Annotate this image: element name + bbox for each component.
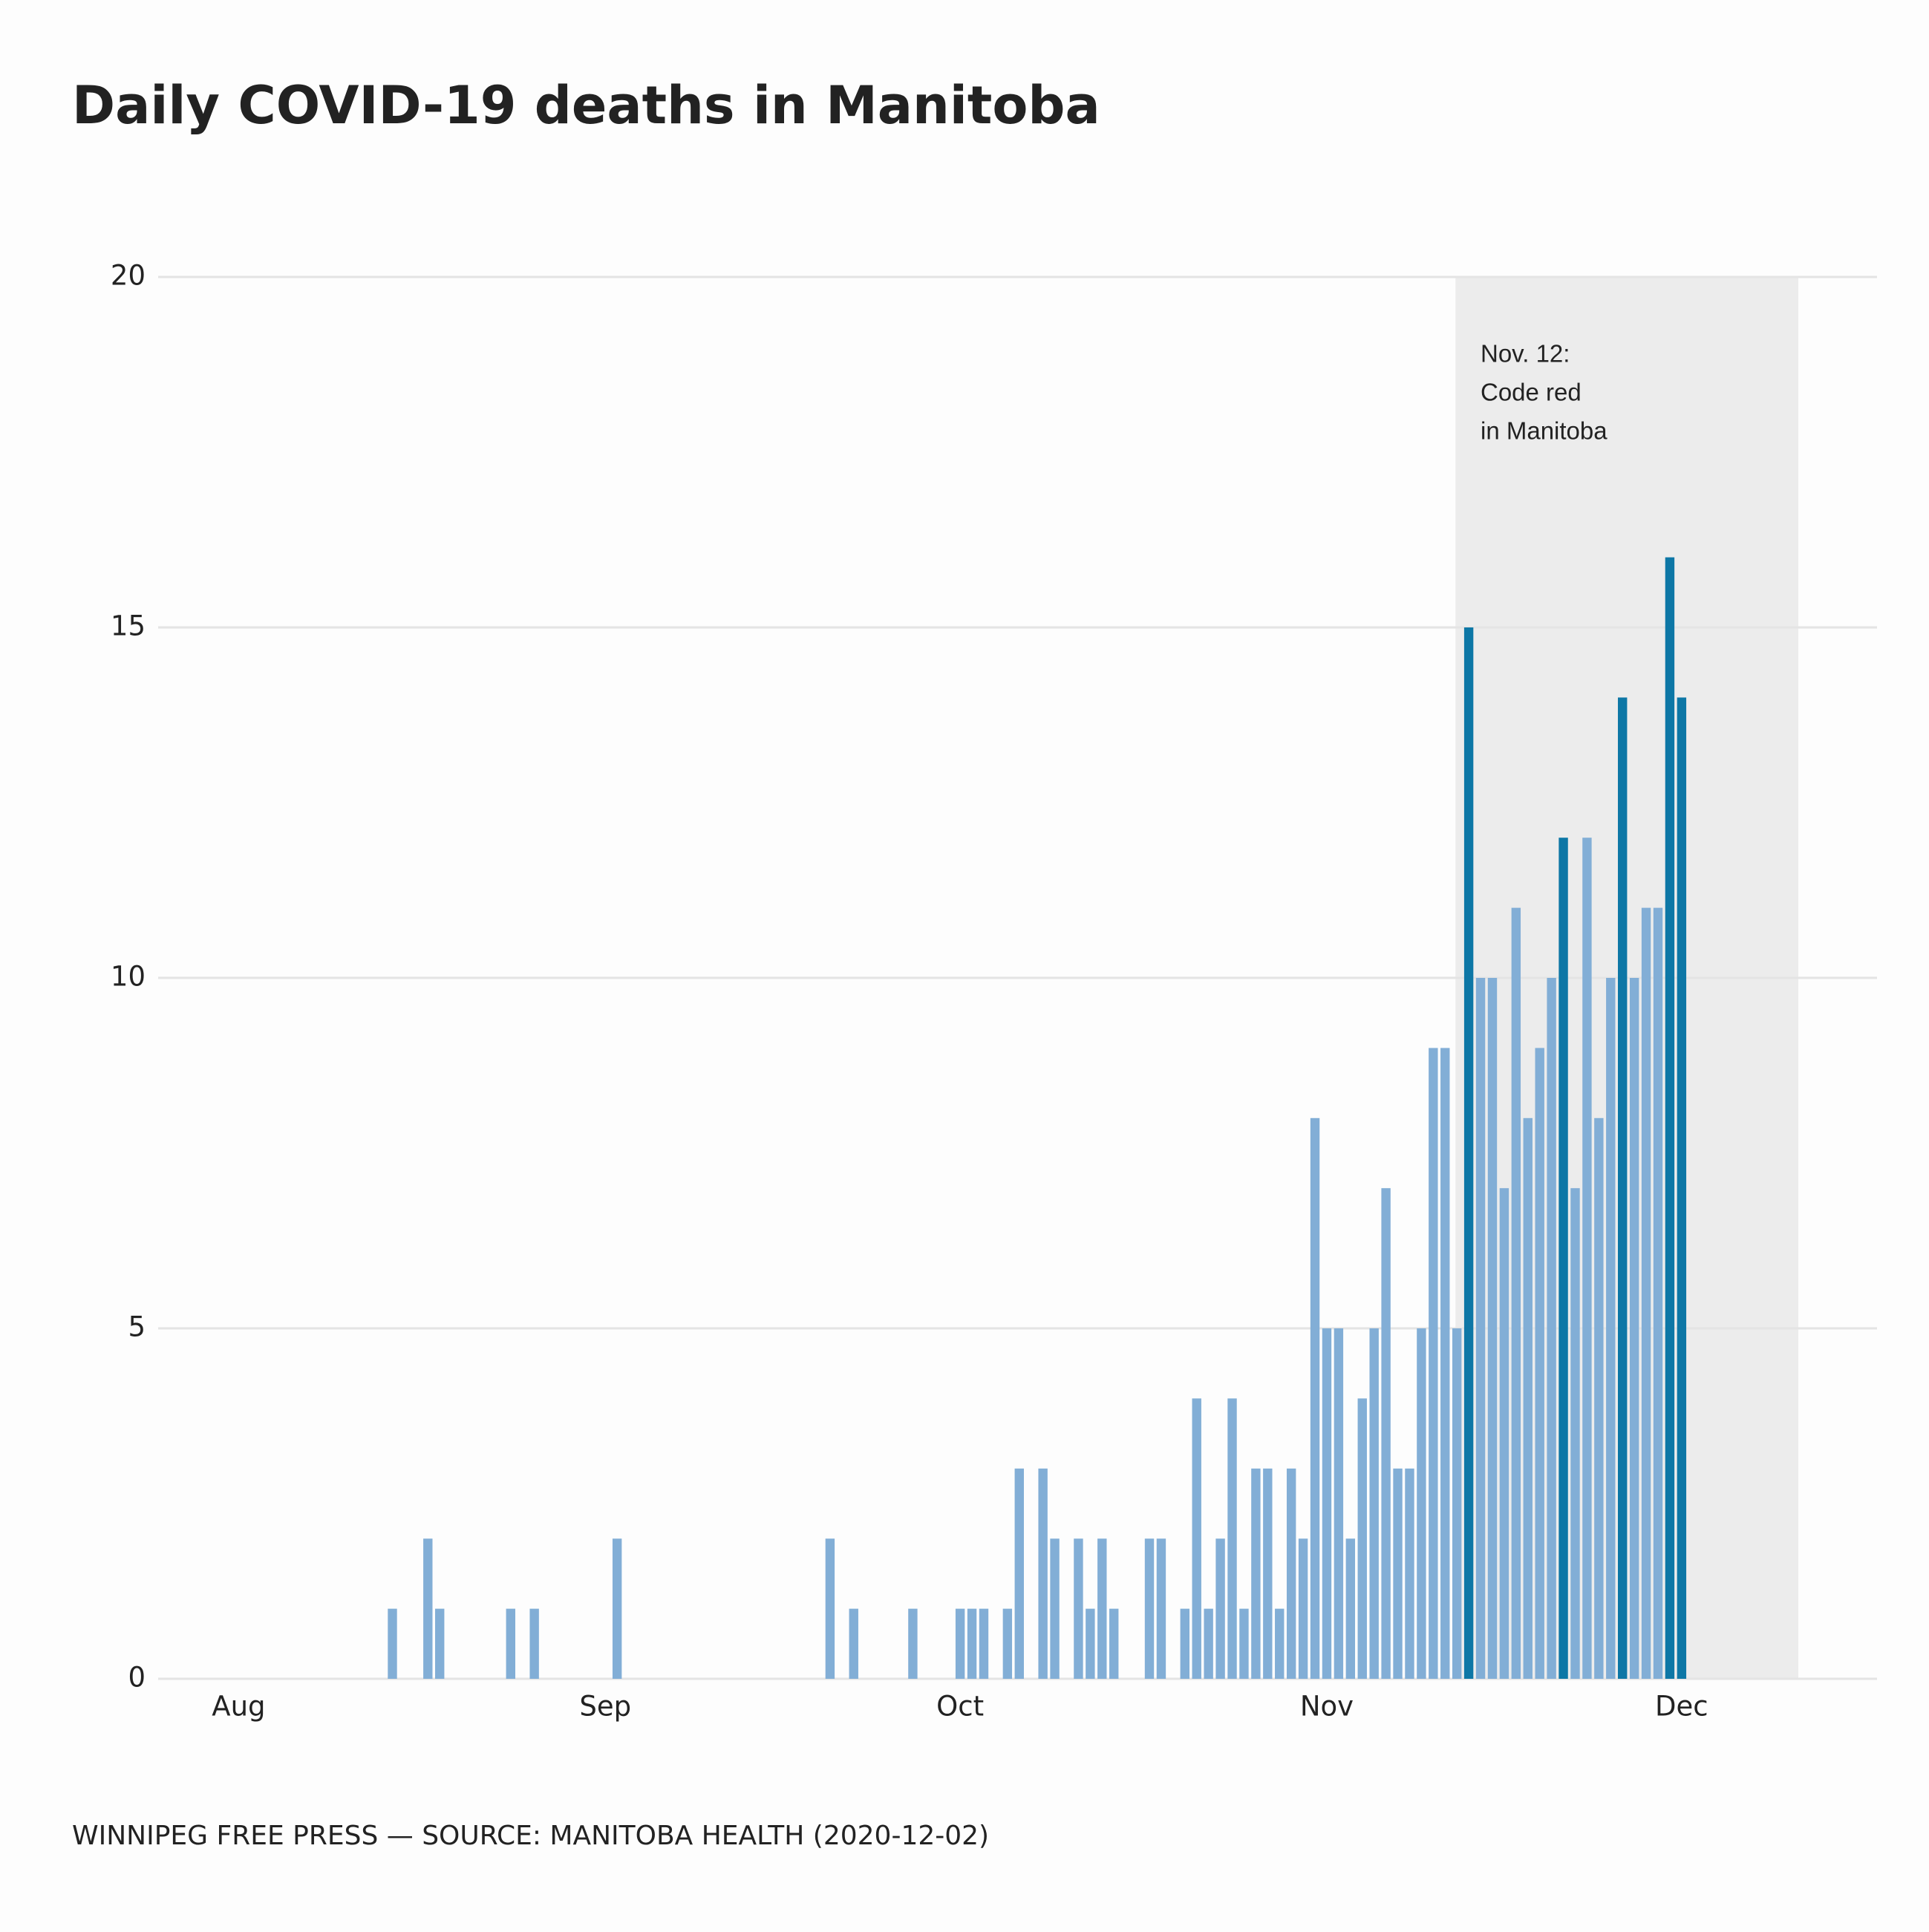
- bar: [1429, 1048, 1438, 1679]
- bar: [1499, 1188, 1509, 1679]
- source-note: WINNIPEG FREE PRESS — SOURCE: MANITOBA H…: [72, 1821, 989, 1851]
- bar: [1618, 697, 1628, 1679]
- bar: [1204, 1608, 1213, 1679]
- bar: [1487, 978, 1498, 1679]
- bar: [1227, 1398, 1237, 1679]
- bar: [1345, 1538, 1356, 1679]
- bar: [506, 1608, 515, 1679]
- bar: [1086, 1608, 1095, 1679]
- bar: [1547, 978, 1556, 1679]
- bar: [1074, 1538, 1083, 1679]
- bar: [435, 1608, 445, 1679]
- bar: [612, 1538, 622, 1679]
- bar: [825, 1538, 835, 1679]
- y-tick-label: 10: [111, 961, 146, 993]
- bar: [1144, 1538, 1155, 1679]
- bar: [388, 1608, 397, 1679]
- bar: [979, 1608, 989, 1679]
- bar: [1038, 1468, 1048, 1679]
- bar: [1393, 1468, 1403, 1679]
- bar: [1417, 1328, 1426, 1679]
- y-tick-label: 20: [111, 260, 146, 292]
- bar: [1629, 978, 1639, 1679]
- y-tick-label: 15: [111, 610, 146, 642]
- bar: [529, 1608, 539, 1679]
- bar: [1286, 1468, 1296, 1679]
- annotation: in Manitoba: [1481, 417, 1608, 445]
- bar: [1523, 1117, 1533, 1679]
- bar: [1298, 1538, 1308, 1679]
- bar: [1606, 978, 1616, 1679]
- bar: [1156, 1538, 1166, 1679]
- bar: [1357, 1398, 1367, 1679]
- bar: [967, 1608, 977, 1679]
- bar: [1263, 1468, 1273, 1679]
- bar: [1463, 627, 1474, 1679]
- bar: [1334, 1328, 1344, 1679]
- bar: [1381, 1188, 1391, 1679]
- bar: [1558, 838, 1568, 1679]
- bar: [1582, 838, 1592, 1679]
- bar: [1641, 907, 1651, 1679]
- x-tick-label: Dec: [1655, 1691, 1708, 1723]
- bar: [1475, 978, 1486, 1679]
- bar: [1570, 1188, 1580, 1679]
- bar: [1665, 557, 1675, 1679]
- bar: [955, 1608, 965, 1679]
- bar: [1275, 1608, 1285, 1679]
- chart-title: Daily COVID-19 deaths in Manitoba: [72, 75, 1100, 136]
- annotation: Nov. 12:: [1481, 340, 1570, 368]
- bar: [1677, 697, 1687, 1679]
- bar: [1369, 1328, 1379, 1679]
- x-tick-label: Nov: [1300, 1691, 1354, 1723]
- bar: [1097, 1538, 1107, 1679]
- bar: [1109, 1608, 1119, 1679]
- bar: [1239, 1608, 1249, 1679]
- x-tick-label: Oct: [936, 1691, 984, 1723]
- bar: [1002, 1608, 1013, 1679]
- x-tick-label: Aug: [212, 1691, 265, 1723]
- bar: [849, 1608, 858, 1679]
- bar: [1653, 907, 1663, 1679]
- annotation: Code red: [1481, 379, 1582, 406]
- bar: [1180, 1608, 1189, 1679]
- bar: [1405, 1468, 1414, 1679]
- bar: [1452, 1328, 1462, 1679]
- bar: [908, 1608, 918, 1679]
- bar: [1310, 1117, 1320, 1679]
- bar: [1050, 1538, 1060, 1679]
- bar: [1594, 1117, 1604, 1679]
- bar: [423, 1538, 433, 1679]
- bar: [1215, 1538, 1225, 1679]
- bar: [1511, 907, 1521, 1679]
- y-tick-label: 5: [128, 1311, 146, 1343]
- bar: [1322, 1328, 1332, 1679]
- y-tick-label: 0: [128, 1662, 146, 1694]
- bar: [1251, 1468, 1261, 1679]
- bar: [1014, 1468, 1024, 1679]
- bar: [1192, 1398, 1201, 1679]
- x-tick-label: Sep: [579, 1691, 631, 1723]
- bar: [1440, 1048, 1450, 1679]
- bar: [1535, 1048, 1544, 1679]
